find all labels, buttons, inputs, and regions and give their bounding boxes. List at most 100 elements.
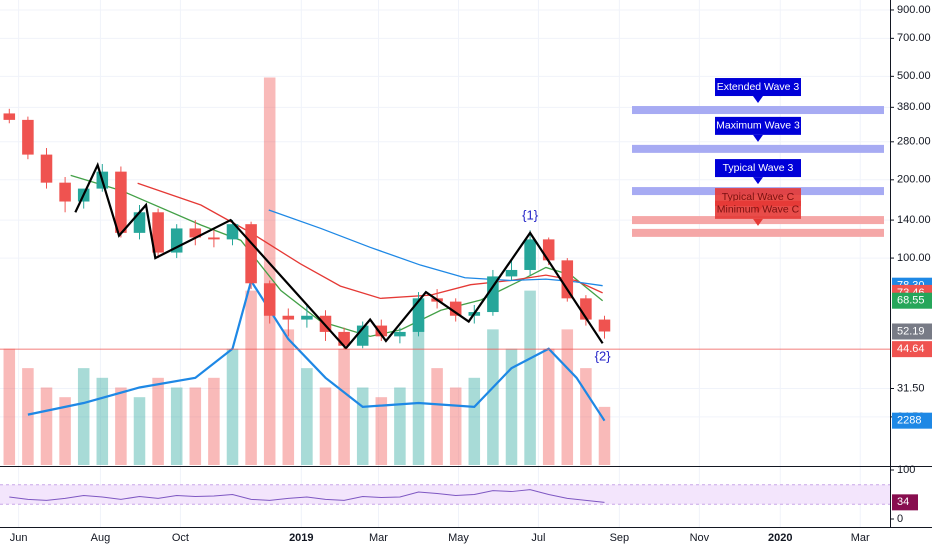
candle-body <box>394 331 406 337</box>
volume-bar <box>319 387 332 465</box>
volume-bar <box>59 397 71 465</box>
target-pointer <box>753 177 763 185</box>
candle-body <box>449 301 462 316</box>
y-tick-label: 280.00 <box>897 136 931 148</box>
volume-bar <box>115 387 127 465</box>
candle-body <box>356 325 369 346</box>
price-badge-label: 44.64 <box>897 343 925 355</box>
volume-bar <box>542 348 555 465</box>
volume-bar <box>170 387 183 465</box>
volume-bar <box>301 368 313 465</box>
volume-bar <box>505 348 518 465</box>
volume-bar <box>208 377 220 465</box>
target-pointer <box>753 134 763 142</box>
volume-bar <box>394 387 406 465</box>
x-tick-label: 2020 <box>768 532 792 544</box>
wave-label: {1} <box>522 207 539 222</box>
volume-bar <box>263 77 276 465</box>
x-tick-label: Mar <box>851 532 870 544</box>
candle-body <box>524 239 536 270</box>
volume-bar <box>189 387 202 465</box>
volume-bar <box>3 348 16 465</box>
volume-bar <box>431 368 443 465</box>
y-tick-label: 900.00 <box>897 4 931 16</box>
candle-body <box>301 315 313 320</box>
target-pointer <box>753 96 763 104</box>
candle-body <box>226 224 239 240</box>
rsi-badge-label: 34 <box>897 496 909 508</box>
y-tick-label: 200.00 <box>897 174 931 186</box>
x-tick-label: May <box>448 532 469 544</box>
volume-bar <box>524 290 536 465</box>
target-label: Minimum Wave C <box>717 204 800 216</box>
y-tick-label: 380.00 <box>897 101 931 113</box>
target-box <box>715 78 801 97</box>
candle-body <box>338 331 350 346</box>
volume-bar <box>96 377 109 465</box>
wave-line <box>74 161 604 350</box>
volume-bar <box>338 348 350 465</box>
target-box <box>715 116 801 135</box>
y-tick-label: 100.00 <box>897 252 931 264</box>
target-box <box>715 159 801 178</box>
candle-body <box>245 224 257 284</box>
y-tick-label: 100 <box>897 464 915 476</box>
y-tick-label: 500.00 <box>897 70 931 82</box>
volume-bar <box>375 397 388 465</box>
volume-ma-line <box>27 278 606 422</box>
x-tick-label: Nov <box>690 532 710 544</box>
volume-bar <box>40 387 53 465</box>
candle-body <box>22 119 34 155</box>
candle-body <box>542 239 555 261</box>
rsi-badge <box>892 494 918 511</box>
x-tick-label: Jul <box>531 532 545 544</box>
candle-body <box>40 154 53 183</box>
target-label: Typical Wave 3 <box>723 162 794 174</box>
candle-body <box>152 212 164 253</box>
volume-bar <box>580 368 592 465</box>
volume-bar <box>449 387 462 465</box>
x-tick-label: Mar <box>369 532 388 544</box>
volume-bar <box>22 368 34 465</box>
price-badge <box>892 341 932 358</box>
volume-bar <box>468 377 481 465</box>
rsi-line <box>9 489 605 503</box>
x-tick-label: 2019 <box>289 532 313 544</box>
wave-label: {2} <box>595 348 612 363</box>
target-band <box>632 106 884 115</box>
target-pointer <box>753 218 763 226</box>
volume-bar <box>561 329 574 465</box>
moving-average <box>137 182 603 299</box>
candle-body <box>115 171 127 233</box>
volume-bar <box>245 290 257 465</box>
target-label: Typical Wave C <box>722 191 795 203</box>
volume-bar <box>487 329 499 465</box>
candle-body <box>263 283 276 316</box>
candle-body <box>189 228 202 238</box>
target-label: Extended Wave 3 <box>717 81 800 93</box>
candle-body <box>319 315 332 332</box>
candle-body <box>282 315 295 320</box>
target-band <box>632 144 884 153</box>
x-tick-label: Oct <box>172 532 189 544</box>
volume-bar <box>282 329 295 465</box>
candle-body <box>208 237 220 240</box>
volume-bar <box>356 387 369 465</box>
candle-body <box>505 269 518 277</box>
volume-badge <box>892 412 932 429</box>
volume-bar <box>598 406 611 465</box>
candle-body <box>487 276 499 313</box>
x-tick-label: Jun <box>10 532 28 544</box>
y-tick-label: 140.00 <box>897 214 931 226</box>
candle-body <box>3 113 16 120</box>
price-badge <box>892 292 932 309</box>
volume-bar <box>412 310 425 465</box>
target-label: Maximum Wave 3 <box>716 120 800 132</box>
volume-bar <box>152 377 164 465</box>
candle-body <box>412 298 425 332</box>
target-band <box>632 228 884 237</box>
target-box <box>715 200 801 219</box>
price-badge-label: 68.55 <box>897 295 925 307</box>
candle-body <box>598 319 611 332</box>
